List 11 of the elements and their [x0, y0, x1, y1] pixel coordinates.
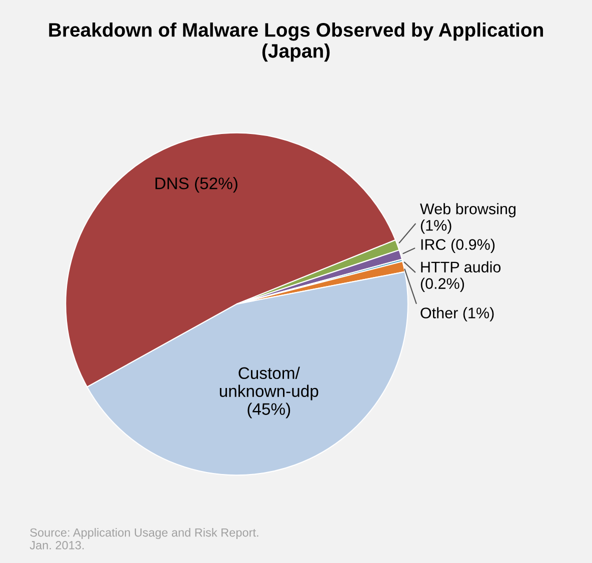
- slice-label: IRC (0.9%): [421, 238, 495, 253]
- slice-label: HTTP audio: [421, 261, 501, 273]
- data-label: (1%): [420, 220, 452, 234]
- slice-label: Web browsing: [420, 203, 516, 218]
- slice-label: DNS (52%): [156, 177, 238, 193]
- slice-label: Custom/ unknown-udp: [220, 366, 318, 400]
- chart-title: Breakdown of Malware Logs Observed by Application (Japan): [49, 22, 543, 62]
- data-label: (45%): [248, 402, 290, 418]
- source-note: Source: Application Usage and Risk Report. Jan. 2013.: [30, 528, 258, 550]
- slice-label: Other (1%): [420, 307, 494, 322]
- data-label: (0.2%): [420, 278, 464, 292]
